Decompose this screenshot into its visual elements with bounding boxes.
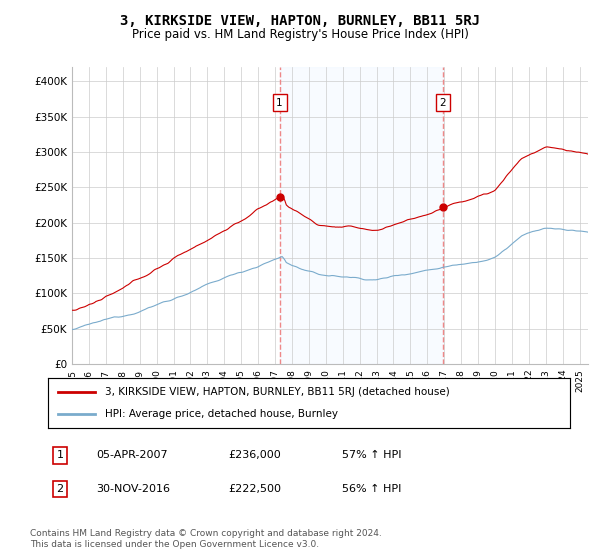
- Text: £236,000: £236,000: [228, 450, 281, 460]
- Text: 05-APR-2007: 05-APR-2007: [96, 450, 167, 460]
- Text: £222,500: £222,500: [228, 484, 281, 494]
- Text: 2: 2: [440, 97, 446, 108]
- Bar: [280, 67, 443, 364]
- Text: 1: 1: [276, 97, 283, 108]
- Text: Contains HM Land Registry data © Crown copyright and database right 2024.
This d: Contains HM Land Registry data © Crown c…: [30, 529, 382, 549]
- Text: 30-NOV-2016: 30-NOV-2016: [96, 484, 170, 494]
- Text: 57% ↑ HPI: 57% ↑ HPI: [342, 450, 401, 460]
- Text: Price paid vs. HM Land Registry's House Price Index (HPI): Price paid vs. HM Land Registry's House …: [131, 28, 469, 41]
- Text: HPI: Average price, detached house, Burnley: HPI: Average price, detached house, Burn…: [106, 409, 338, 419]
- Text: 56% ↑ HPI: 56% ↑ HPI: [342, 484, 401, 494]
- Text: 3, KIRKSIDE VIEW, HAPTON, BURNLEY, BB11 5RJ: 3, KIRKSIDE VIEW, HAPTON, BURNLEY, BB11 …: [120, 14, 480, 28]
- Text: 2: 2: [56, 484, 64, 494]
- Text: 3, KIRKSIDE VIEW, HAPTON, BURNLEY, BB11 5RJ (detached house): 3, KIRKSIDE VIEW, HAPTON, BURNLEY, BB11 …: [106, 387, 450, 397]
- Text: 1: 1: [56, 450, 64, 460]
